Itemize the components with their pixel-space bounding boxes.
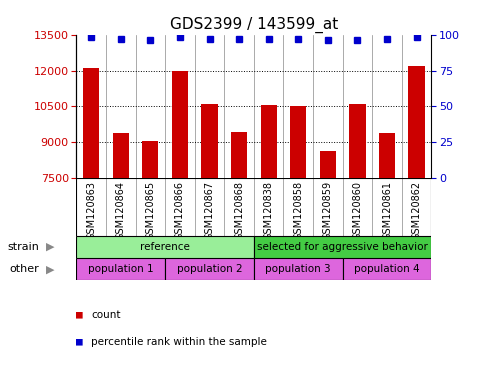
Text: GSM120868: GSM120868 <box>234 181 244 240</box>
Text: population 3: population 3 <box>265 264 331 274</box>
Bar <box>343 258 431 280</box>
Bar <box>254 236 431 258</box>
Bar <box>76 258 165 280</box>
Text: GSM120862: GSM120862 <box>412 181 422 240</box>
Text: GSM120860: GSM120860 <box>352 181 362 240</box>
Bar <box>290 106 306 178</box>
Text: population 4: population 4 <box>354 264 420 274</box>
Bar <box>201 104 218 178</box>
Text: GSM120866: GSM120866 <box>175 181 185 240</box>
Text: population 1: population 1 <box>88 264 154 274</box>
Bar <box>142 141 159 178</box>
Text: GSM120865: GSM120865 <box>145 181 155 240</box>
Text: GSM120838: GSM120838 <box>264 181 274 240</box>
Bar <box>260 105 277 178</box>
Text: strain: strain <box>7 242 39 252</box>
Text: GSM120863: GSM120863 <box>86 181 96 240</box>
Text: GSM120867: GSM120867 <box>205 181 214 240</box>
Text: percentile rank within the sample: percentile rank within the sample <box>91 337 267 347</box>
Text: ▶: ▶ <box>46 242 55 252</box>
Text: ▶: ▶ <box>46 264 55 274</box>
Title: GDS2399 / 143599_at: GDS2399 / 143599_at <box>170 17 338 33</box>
Text: population 2: population 2 <box>176 264 243 274</box>
Bar <box>112 133 129 178</box>
Text: GSM120859: GSM120859 <box>323 181 333 240</box>
Text: GSM120864: GSM120864 <box>116 181 126 240</box>
Bar <box>379 133 395 178</box>
Text: reference: reference <box>140 242 190 252</box>
Bar <box>254 258 343 280</box>
Bar <box>83 68 100 178</box>
Bar <box>76 236 254 258</box>
Bar <box>165 258 254 280</box>
Text: GSM120858: GSM120858 <box>293 181 303 240</box>
Text: ■: ■ <box>76 337 83 347</box>
Text: count: count <box>91 310 121 320</box>
Bar <box>231 132 247 178</box>
Text: selected for aggressive behavior: selected for aggressive behavior <box>257 242 428 252</box>
Bar <box>349 104 365 178</box>
Bar <box>172 71 188 178</box>
Bar <box>408 66 425 178</box>
Text: GSM120861: GSM120861 <box>382 181 392 240</box>
Text: ■: ■ <box>76 310 83 320</box>
Text: other: other <box>9 264 39 274</box>
Bar <box>320 151 336 178</box>
